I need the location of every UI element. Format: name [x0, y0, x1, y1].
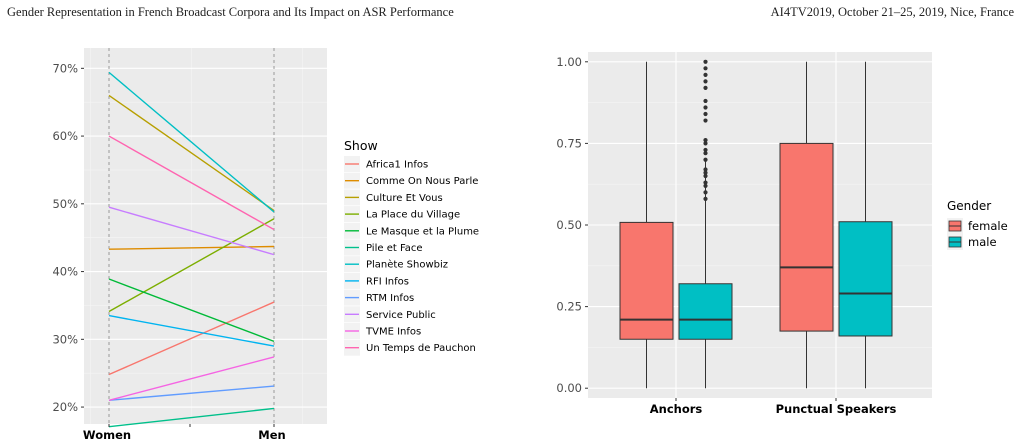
- box-anchors-male: [678, 283, 733, 340]
- outlier-point-anchors-male: [703, 79, 708, 84]
- series-line-africa1-infos: [108, 301, 275, 376]
- legend-label: Culture Et Vous: [366, 193, 443, 204]
- outlier-point-anchors-male: [703, 151, 708, 156]
- box-punctual-speakers-male: [838, 221, 893, 337]
- running-header-title: Gender Representation in French Broadcas…: [7, 5, 454, 19]
- series-line-tvme-infos: [108, 356, 275, 401]
- legend-label: Africa1 Infos: [366, 160, 428, 171]
- outlier-point-anchors-male: [703, 98, 708, 104]
- outlier-point-anchors-male: [703, 170, 708, 175]
- outlier-point-anchors-male: [703, 59, 708, 64]
- x-tick-label: Anchors: [650, 402, 703, 416]
- outlier-point-anchors-male: [703, 72, 708, 77]
- box-anchors-female: [619, 221, 674, 340]
- outlier-point-anchors-male: [703, 147, 708, 153]
- series-line-un-temps-de-pauchon: [108, 135, 275, 231]
- series-line-pile-et-face: [108, 407, 275, 428]
- x-tick-label: Women: [83, 428, 131, 442]
- series-line-service-public: [108, 206, 275, 256]
- y-tick-label: 60%: [52, 129, 78, 143]
- outlier-point-anchors-male: [703, 105, 708, 110]
- y-tick-label: 50%: [52, 197, 78, 211]
- series-line-le-masque-et-la-plume: [108, 278, 275, 343]
- legend-label: Comme On Nous Parle: [366, 176, 478, 187]
- series-line-culture-et-vous: [108, 94, 275, 212]
- outlier-point-anchors-male: [703, 196, 708, 201]
- x-tick-label: Punctual Speakers: [776, 402, 897, 416]
- legend-label: Service Public: [366, 310, 436, 321]
- legend-label: Le Masque et la Plume: [366, 226, 479, 237]
- y-tick-label: 1.00: [556, 55, 582, 69]
- legend-label: male: [968, 235, 997, 249]
- series-line-rtm-infos: [108, 385, 275, 401]
- legend-label: TVME Infos: [365, 327, 421, 338]
- outlier-point-anchors-male: [703, 118, 708, 123]
- y-tick-label: 30%: [52, 332, 78, 346]
- legend-label: RFI Infos: [366, 276, 409, 287]
- x-tick-label: Men: [258, 428, 285, 442]
- legend-label: Planète Showbiz: [366, 259, 448, 271]
- y-tick-label: 20%: [52, 400, 78, 414]
- outlier-point-anchors-male: [703, 141, 708, 146]
- y-tick-label: 40%: [52, 265, 78, 279]
- box-punctual-speakers-female: [779, 142, 834, 332]
- plot-panel: [84, 48, 327, 424]
- series-line-rfi-infos: [108, 314, 275, 347]
- legend-label: La Place du Village: [366, 210, 460, 221]
- outlier-point-anchors-male: [703, 180, 708, 185]
- legend-title: Show: [344, 138, 378, 153]
- legend-label: RTM Infos: [366, 293, 414, 304]
- y-tick-label: 70%: [52, 61, 78, 75]
- outlier-point-anchors-male: [703, 167, 708, 172]
- outlier-point-anchors-male: [703, 66, 708, 71]
- legend-label: Un Temps de Pauchon: [366, 343, 476, 354]
- y-tick-label: 0.00: [556, 381, 582, 395]
- legend-label: Pile et Face: [366, 243, 423, 254]
- outlier-point-anchors-male: [703, 85, 708, 91]
- outlier-point-anchors-male: [703, 183, 708, 188]
- outlier-point-anchors-male: [703, 173, 708, 179]
- outlier-point-anchors-male: [703, 138, 708, 143]
- series-line-la-place-du-village: [108, 218, 275, 313]
- legend-title: Gender: [947, 199, 991, 213]
- y-tick-label: 0.25: [556, 300, 582, 314]
- outlier-point-anchors-male: [703, 111, 708, 117]
- outlier-point-anchors-male: [703, 190, 708, 195]
- legend-label: female: [968, 219, 1008, 233]
- outlier-point-anchors-male: [703, 157, 708, 162]
- running-header-venue: AI4TV2019, October 21–25, 2019, Nice, Fr…: [770, 5, 1014, 19]
- series-line-plan-te-showbiz: [108, 71, 275, 213]
- y-tick-label: 0.75: [556, 136, 582, 150]
- y-tick-label: 0.50: [556, 218, 582, 232]
